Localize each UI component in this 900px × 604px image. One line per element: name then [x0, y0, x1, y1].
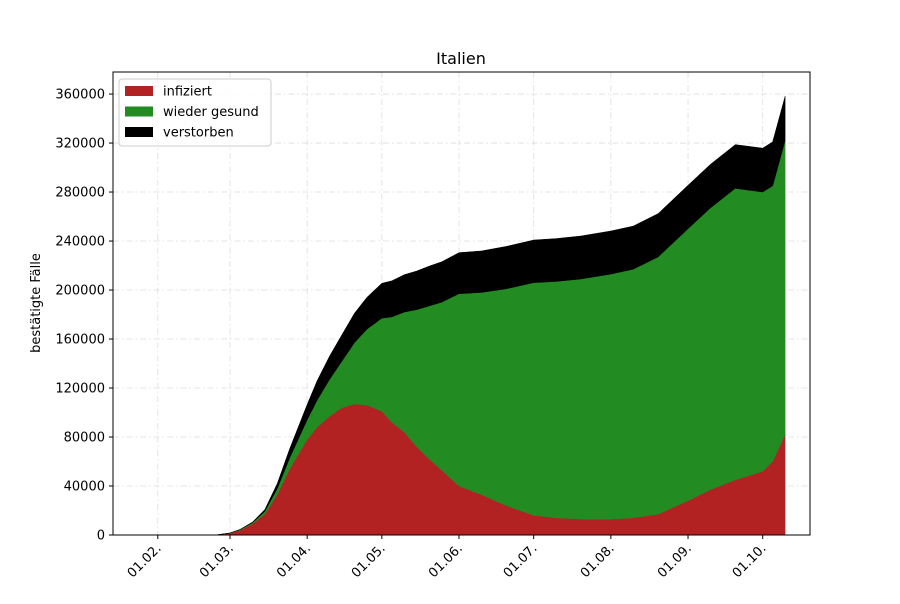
x-tick-label: 01.09. — [655, 541, 695, 581]
y-axis-label: bestätigte Fälle — [29, 253, 44, 353]
plot-frame — [112, 71, 811, 536]
y-tick-label: 80000 — [64, 431, 105, 446]
legend-label: wieder gesund — [163, 105, 259, 120]
y-tick-label: 320000 — [55, 137, 105, 152]
x-tick-label: 01.08. — [578, 541, 618, 581]
legend-swatch — [125, 86, 153, 96]
legend-swatch — [125, 127, 153, 137]
y-tick-label: 120000 — [55, 382, 105, 397]
y-tick-label: 280000 — [55, 186, 105, 201]
x-tick-label: 01.06. — [426, 541, 466, 581]
y-tick-label: 160000 — [55, 333, 105, 348]
y-tick-label: 240000 — [55, 235, 105, 250]
x-tick-label: 01.10. — [730, 541, 770, 581]
x-tick-label: 01.07. — [501, 541, 541, 581]
y-tick-label: 360000 — [55, 88, 105, 103]
legend-label: verstorben — [163, 126, 234, 141]
area-series-verstorben — [132, 96, 786, 536]
legend-swatch — [125, 106, 153, 117]
y-tick-label: 200000 — [55, 284, 105, 299]
legend-label: infiziert — [163, 85, 212, 100]
x-tick-label: 01.02. — [125, 541, 165, 581]
y-tick-label: 40000 — [64, 480, 105, 495]
x-tick-label: 01.05. — [349, 541, 389, 581]
legend-box — [118, 78, 272, 147]
x-tick-label: 01.03. — [197, 541, 237, 581]
x-tick-label: 01.04. — [274, 541, 314, 581]
chart-title: Italien — [436, 49, 486, 68]
y-tick-label: 0 — [97, 529, 105, 544]
